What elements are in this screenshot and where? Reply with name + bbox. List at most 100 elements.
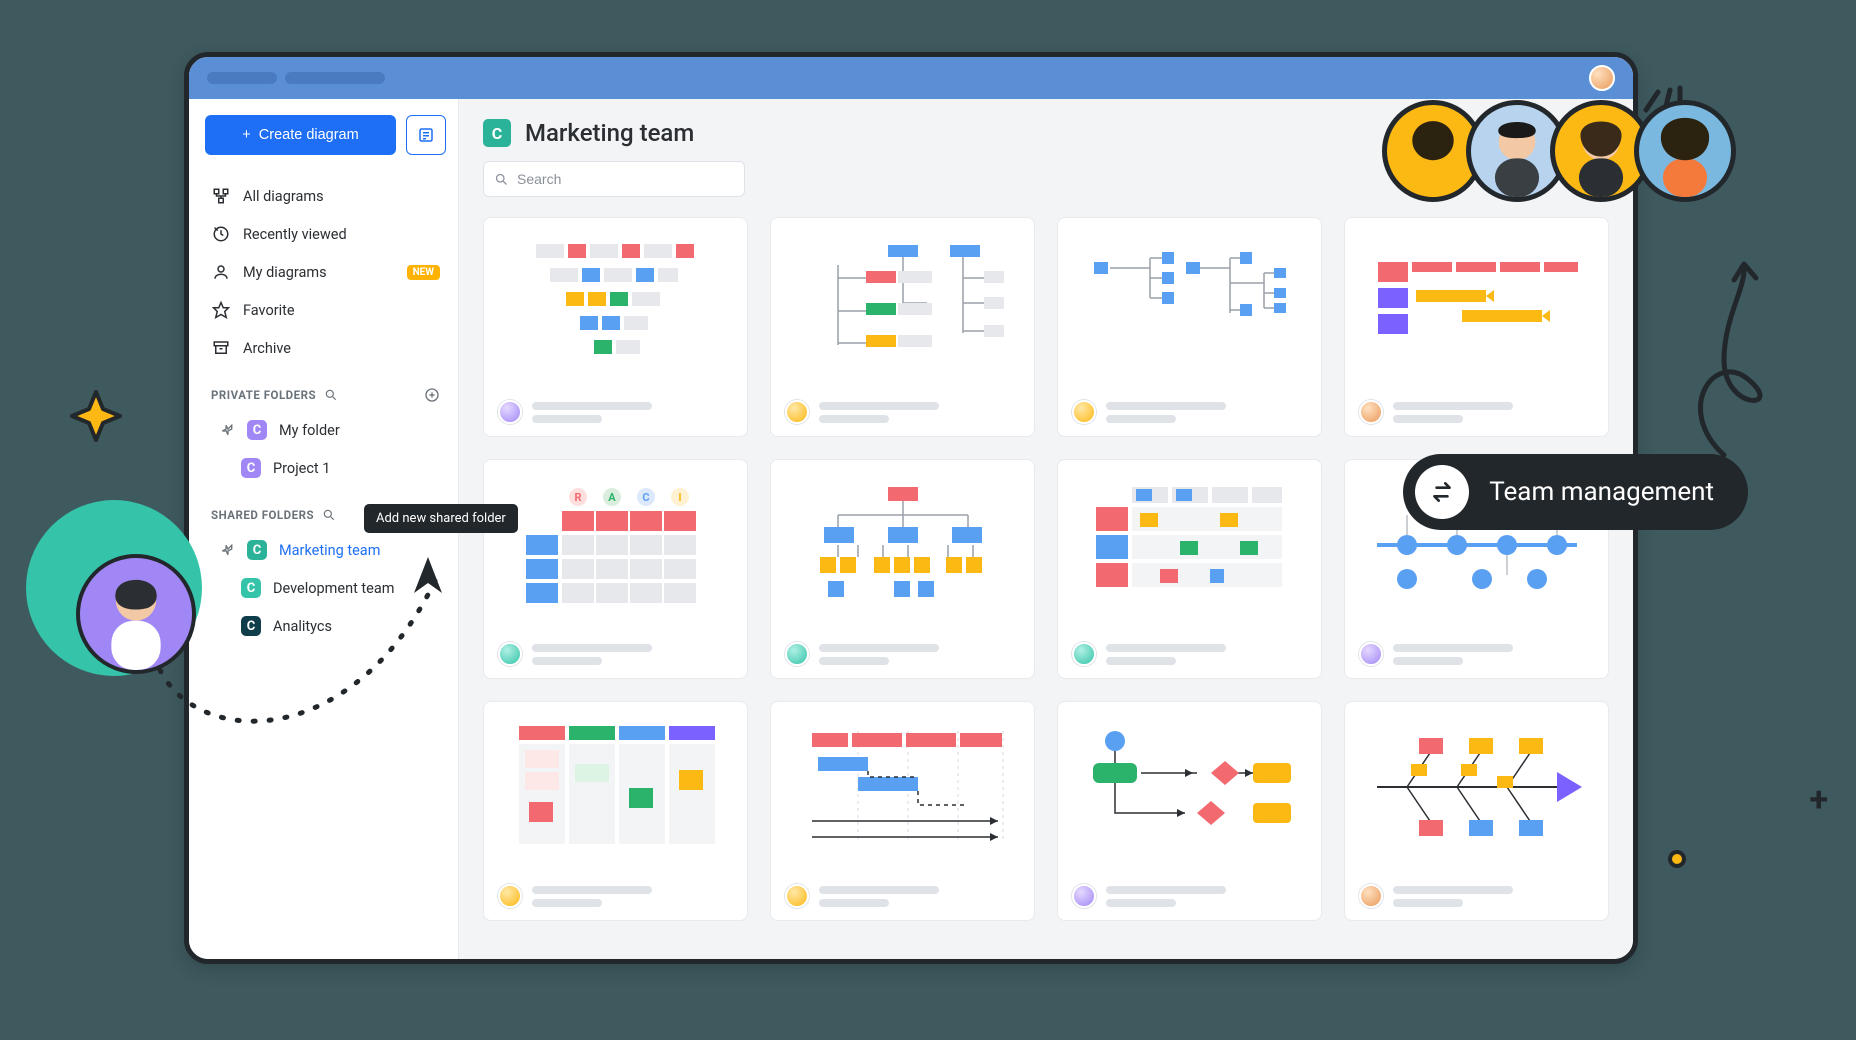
templates-button[interactable] bbox=[406, 115, 446, 155]
svg-text:R: R bbox=[574, 491, 581, 504]
diagram-thumbnail bbox=[484, 702, 747, 872]
card-footer bbox=[771, 630, 1034, 678]
diagrams-icon bbox=[211, 186, 231, 206]
diagram-thumbnail bbox=[771, 460, 1034, 630]
create-diagram-label: Create diagram bbox=[259, 127, 359, 143]
diagram-card[interactable] bbox=[1057, 459, 1322, 679]
titlebar-placeholder bbox=[207, 72, 277, 84]
diagram-thumbnail bbox=[771, 218, 1034, 388]
diagram-thumbnail bbox=[1058, 460, 1321, 630]
search-box[interactable] bbox=[483, 161, 745, 197]
add-private-folder-icon[interactable] bbox=[424, 387, 440, 403]
diagram-card[interactable] bbox=[770, 459, 1035, 679]
diagram-card[interactable] bbox=[770, 701, 1035, 921]
nav-label: My diagrams bbox=[243, 264, 327, 281]
nav-archive[interactable]: Archive bbox=[205, 329, 446, 367]
owner-avatar bbox=[498, 400, 522, 424]
diagram-thumbnail: R A C I bbox=[484, 460, 747, 630]
diagram-thumbnail bbox=[771, 702, 1034, 872]
card-footer bbox=[1345, 630, 1608, 678]
owner-avatar bbox=[1072, 884, 1096, 908]
folder-label: Project 1 bbox=[273, 460, 330, 477]
owner-avatar bbox=[1072, 400, 1096, 424]
titlebar-placeholder bbox=[285, 72, 385, 84]
card-footer bbox=[484, 630, 747, 678]
nav-label: Favorite bbox=[243, 302, 295, 319]
team-avatar bbox=[1634, 100, 1736, 202]
owner-avatar bbox=[785, 884, 809, 908]
search-icon[interactable] bbox=[322, 508, 336, 522]
card-footer bbox=[771, 872, 1034, 920]
owner-avatar bbox=[1359, 642, 1383, 666]
team-management-pill[interactable]: Team management bbox=[1403, 454, 1748, 530]
add-shared-folder-tooltip: Add new shared folder bbox=[364, 504, 518, 533]
folder-my-folder[interactable]: C My folder bbox=[205, 411, 446, 449]
search-icon[interactable] bbox=[324, 388, 338, 402]
card-footer bbox=[484, 872, 747, 920]
diagram-card[interactable] bbox=[1344, 217, 1609, 437]
section-label: SHARED FOLDERS bbox=[211, 508, 314, 522]
folder-project-1[interactable]: C Project 1 bbox=[205, 449, 446, 487]
owner-avatar bbox=[1359, 400, 1383, 424]
owner-avatar bbox=[498, 642, 522, 666]
nav-all-diagrams[interactable]: All diagrams bbox=[205, 177, 446, 215]
card-footer bbox=[1058, 388, 1321, 436]
diagram-card[interactable] bbox=[483, 217, 748, 437]
archive-icon bbox=[211, 338, 231, 358]
page-title: Marketing team bbox=[525, 119, 694, 147]
swap-icon bbox=[1415, 465, 1469, 519]
clock-icon bbox=[211, 224, 231, 244]
decoration-dot bbox=[1668, 850, 1686, 868]
diagram-grid: R A C I bbox=[483, 217, 1609, 921]
persona-decoration bbox=[26, 500, 202, 676]
search-icon bbox=[494, 172, 509, 187]
diagram-card[interactable] bbox=[483, 701, 748, 921]
nav-favorite[interactable]: Favorite bbox=[205, 291, 446, 329]
card-footer bbox=[1058, 872, 1321, 920]
page-folder-icon: C bbox=[483, 119, 511, 147]
new-badge: NEW bbox=[407, 265, 440, 280]
nav-my-diagrams[interactable]: My diagrams NEW bbox=[205, 253, 446, 291]
owner-avatar bbox=[498, 884, 522, 908]
persona-avatar bbox=[76, 554, 196, 674]
nav-recently-viewed[interactable]: Recently viewed bbox=[205, 215, 446, 253]
owner-avatar bbox=[1359, 884, 1383, 908]
svg-text:C: C bbox=[642, 491, 649, 504]
user-icon bbox=[211, 262, 231, 282]
decoration-plus: + bbox=[1809, 780, 1828, 820]
diagram-card[interactable] bbox=[1057, 701, 1322, 921]
owner-avatar bbox=[1072, 642, 1096, 666]
pin-icon bbox=[219, 422, 235, 438]
card-footer bbox=[1345, 872, 1608, 920]
nav-label: All diagrams bbox=[243, 188, 324, 205]
current-user-avatar[interactable] bbox=[1589, 65, 1615, 91]
owner-avatar bbox=[785, 400, 809, 424]
diagram-thumbnail bbox=[1058, 218, 1321, 388]
plus-icon: + bbox=[242, 127, 250, 143]
diagram-thumbnail bbox=[1345, 218, 1608, 388]
search-input[interactable] bbox=[517, 171, 734, 187]
diagram-thumbnail bbox=[1345, 702, 1608, 872]
folder-icon: C bbox=[247, 420, 267, 440]
star-icon bbox=[211, 300, 231, 320]
window-titlebar bbox=[189, 57, 1633, 99]
diagram-card[interactable] bbox=[1057, 217, 1322, 437]
svg-text:A: A bbox=[608, 491, 616, 504]
diagram-card[interactable] bbox=[1344, 701, 1609, 921]
nav-label: Archive bbox=[243, 340, 291, 357]
card-footer bbox=[1058, 630, 1321, 678]
svg-text:I: I bbox=[678, 491, 681, 504]
section-label: PRIVATE FOLDERS bbox=[211, 388, 316, 402]
private-folders-header: PRIVATE FOLDERS bbox=[205, 383, 446, 407]
create-diagram-button[interactable]: + Create diagram bbox=[205, 115, 396, 155]
card-footer bbox=[484, 388, 747, 436]
folder-label: My folder bbox=[279, 422, 340, 439]
diagram-card[interactable] bbox=[770, 217, 1035, 437]
team-avatars bbox=[1400, 100, 1736, 202]
diagram-card[interactable]: R A C I bbox=[483, 459, 748, 679]
decoration-star bbox=[70, 390, 122, 442]
card-footer bbox=[1345, 388, 1608, 436]
diagram-thumbnail bbox=[484, 218, 747, 388]
owner-avatar bbox=[785, 642, 809, 666]
card-footer bbox=[771, 388, 1034, 436]
